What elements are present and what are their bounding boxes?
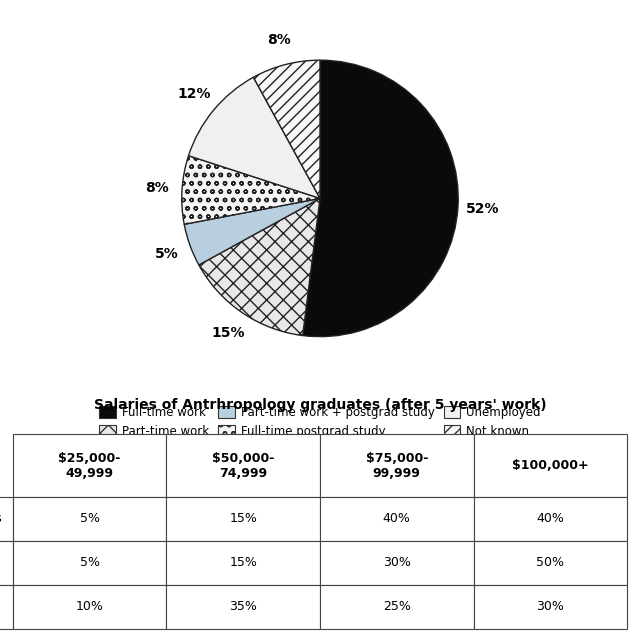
- Wedge shape: [199, 198, 320, 335]
- Text: 8%: 8%: [145, 181, 169, 195]
- Legend: Full-time work, Part-time work, Part-time work + postgrad study, Full-time postg: Full-time work, Part-time work, Part-tim…: [95, 403, 545, 442]
- Wedge shape: [253, 60, 320, 198]
- Wedge shape: [184, 198, 320, 265]
- Text: 5%: 5%: [155, 246, 179, 260]
- Wedge shape: [303, 60, 458, 337]
- Wedge shape: [189, 77, 320, 198]
- Wedge shape: [182, 156, 320, 224]
- Text: 12%: 12%: [177, 88, 211, 101]
- Text: Salaries of Antrhropology graduates (after 5 years' work): Salaries of Antrhropology graduates (aft…: [93, 397, 547, 412]
- Text: 15%: 15%: [212, 326, 245, 340]
- Text: 52%: 52%: [466, 202, 500, 216]
- Text: 8%: 8%: [268, 33, 291, 47]
